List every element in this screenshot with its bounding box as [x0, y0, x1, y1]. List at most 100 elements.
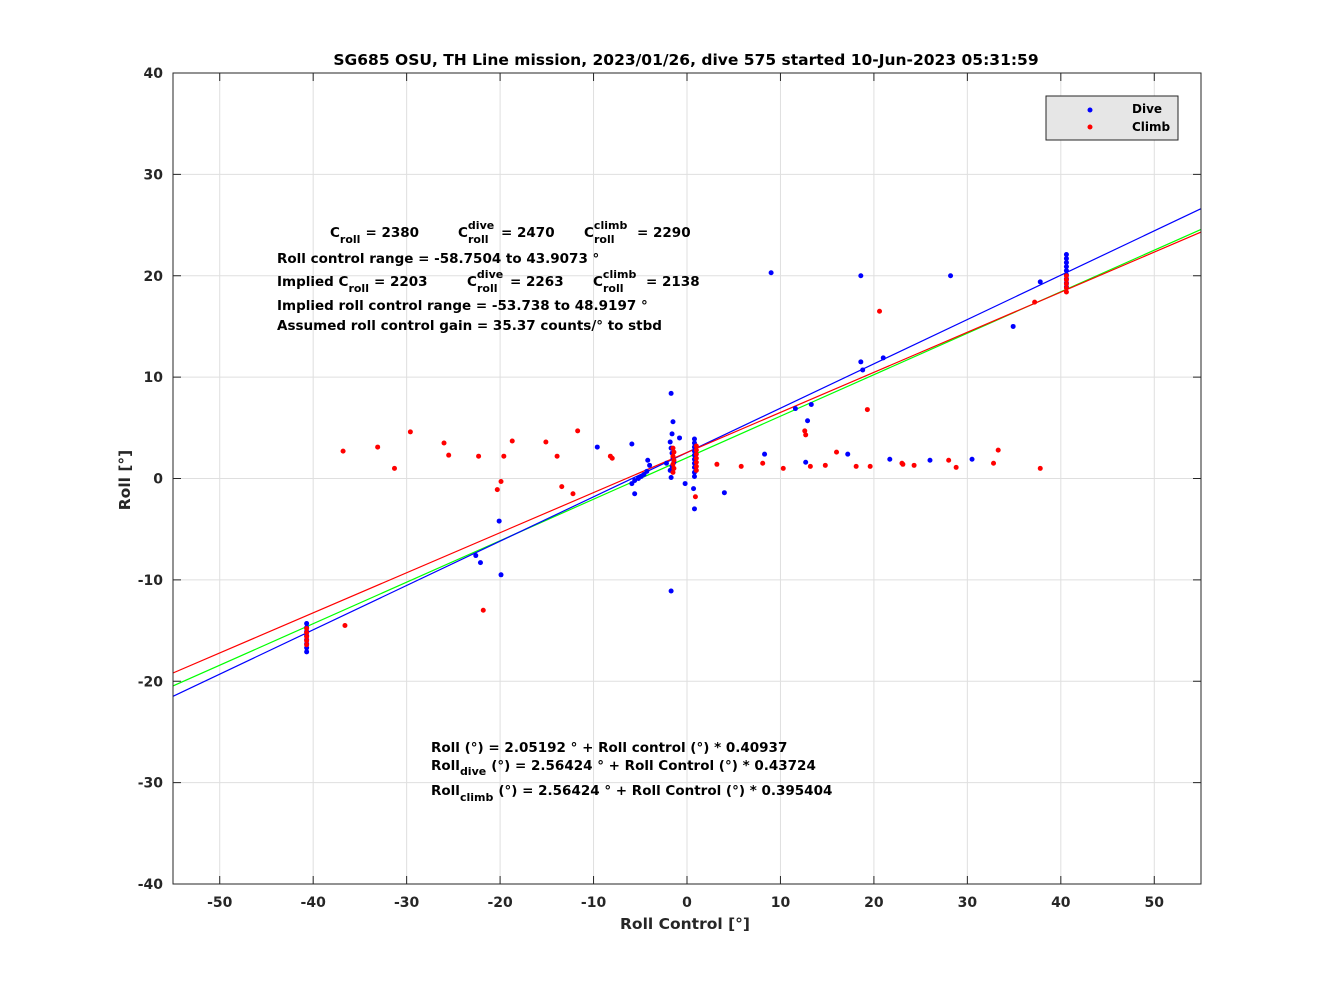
climb-point — [304, 638, 310, 644]
legend-dive-marker — [1087, 107, 1093, 113]
annotation-top: Croll = 2380 Cdive roll = 2470 Cclimb roll = 22… — [277, 219, 700, 334]
climb-point — [853, 463, 859, 469]
x-tick-label: 40 — [1051, 895, 1071, 911]
climb-point — [375, 444, 381, 450]
data-points — [304, 251, 1069, 655]
climb-point — [802, 428, 808, 434]
dive-point — [647, 462, 653, 468]
climb-point — [738, 463, 744, 469]
y-tick-label: -20 — [138, 674, 164, 690]
x-tick-label: 30 — [958, 895, 978, 911]
dive-point — [762, 451, 768, 457]
x-axis-label: Roll Control [°] — [620, 915, 750, 933]
dive-point — [644, 468, 650, 474]
climb-point — [864, 407, 870, 413]
dive-point — [670, 419, 676, 425]
x-tick-label: 50 — [1145, 895, 1165, 911]
climb-point — [570, 491, 576, 497]
climb-point — [807, 463, 813, 469]
climb-point — [900, 461, 906, 467]
dive-point — [682, 481, 688, 487]
dive-point — [803, 459, 809, 465]
y-tick-label: -40 — [138, 877, 164, 893]
fit-line-roll-climb — [173, 231, 1201, 674]
climb-point — [480, 607, 486, 613]
climb-point — [543, 439, 549, 445]
climb-point — [575, 428, 581, 434]
fit-lines — [173, 208, 1201, 697]
dive-point — [477, 560, 483, 566]
x-tick-label: -40 — [301, 895, 327, 911]
climb-point — [714, 461, 720, 467]
dive-point — [691, 473, 697, 479]
plot-area — [172, 72, 1202, 885]
tick-marks — [173, 72, 1201, 885]
climb-point — [671, 457, 677, 463]
climb-point — [693, 463, 699, 469]
annotation-roll-fit: Roll (°) = 2.05192 ° + Roll control (°) … — [431, 740, 787, 756]
annotation-bottom: Roll (°) = 2.05192 ° + Roll control (°) … — [431, 740, 832, 804]
climb-point — [693, 455, 699, 461]
climb-point — [391, 465, 397, 471]
dive-point — [880, 355, 886, 361]
dive-point — [691, 506, 697, 512]
dive-point — [304, 620, 310, 626]
dive-point — [845, 451, 851, 457]
dive-point — [668, 390, 674, 396]
y-tick-label: 30 — [144, 167, 164, 183]
climb-point — [509, 438, 515, 444]
climb-point — [1032, 299, 1038, 305]
climb-point — [822, 462, 828, 468]
dive-point — [887, 456, 893, 462]
climb-point — [340, 448, 346, 454]
climb-point — [1063, 273, 1069, 279]
y-tick-label: 10 — [144, 370, 164, 386]
climb-point — [498, 479, 504, 485]
dive-point — [792, 406, 798, 412]
dive-point — [1063, 251, 1069, 257]
climb-point — [1063, 277, 1069, 283]
dive-point — [858, 273, 864, 279]
annotation-roll-control-gain: Assumed roll control gain = 35.37 counts… — [277, 318, 662, 334]
climb-point — [671, 465, 677, 471]
x-tick-label: -20 — [487, 895, 513, 911]
dive-point — [948, 273, 954, 279]
climb-point — [1063, 285, 1069, 291]
dive-point — [768, 270, 774, 276]
dive-point — [969, 456, 975, 462]
climb-point — [670, 469, 676, 475]
x-tick-label: -30 — [394, 895, 420, 911]
dive-point — [304, 649, 310, 655]
climb-point — [304, 634, 310, 640]
x-tick-label: -10 — [581, 895, 607, 911]
climb-point — [911, 462, 917, 468]
dive-point — [645, 457, 651, 463]
y-tick-label: -10 — [138, 573, 164, 589]
dive-point — [1010, 323, 1016, 329]
annotation-roll-control-range: Roll control range = -58.7504 to 43.9073… — [277, 251, 599, 267]
y-tick-label: 40 — [144, 66, 164, 82]
climb-point — [494, 487, 500, 493]
climb-point — [559, 484, 565, 490]
dive-point — [927, 457, 933, 463]
legend-climb-label: Climb — [1132, 120, 1171, 134]
dive-point — [668, 588, 674, 594]
dive-point — [1063, 256, 1069, 262]
legend-box — [1045, 95, 1179, 141]
x-tick-labels: -50 -40 -30 -20 -10 0 10 20 30 40 50 — [207, 895, 1164, 911]
climb-point — [441, 440, 447, 446]
chart-title: SG685 OSU, TH Line mission, 2023/01/26, … — [333, 51, 1038, 69]
climb-point — [760, 460, 766, 466]
dive-point — [808, 401, 814, 407]
dive-point — [663, 460, 669, 466]
climb-point — [834, 449, 840, 455]
climb-point — [693, 451, 699, 457]
climb-point — [670, 453, 676, 459]
climb-point — [1063, 281, 1069, 287]
climb-point — [671, 449, 677, 455]
dive-point — [667, 439, 673, 445]
legend-dive-label: Dive — [1132, 102, 1162, 116]
x-tick-label: 0 — [682, 895, 692, 911]
climb-point — [693, 443, 699, 449]
